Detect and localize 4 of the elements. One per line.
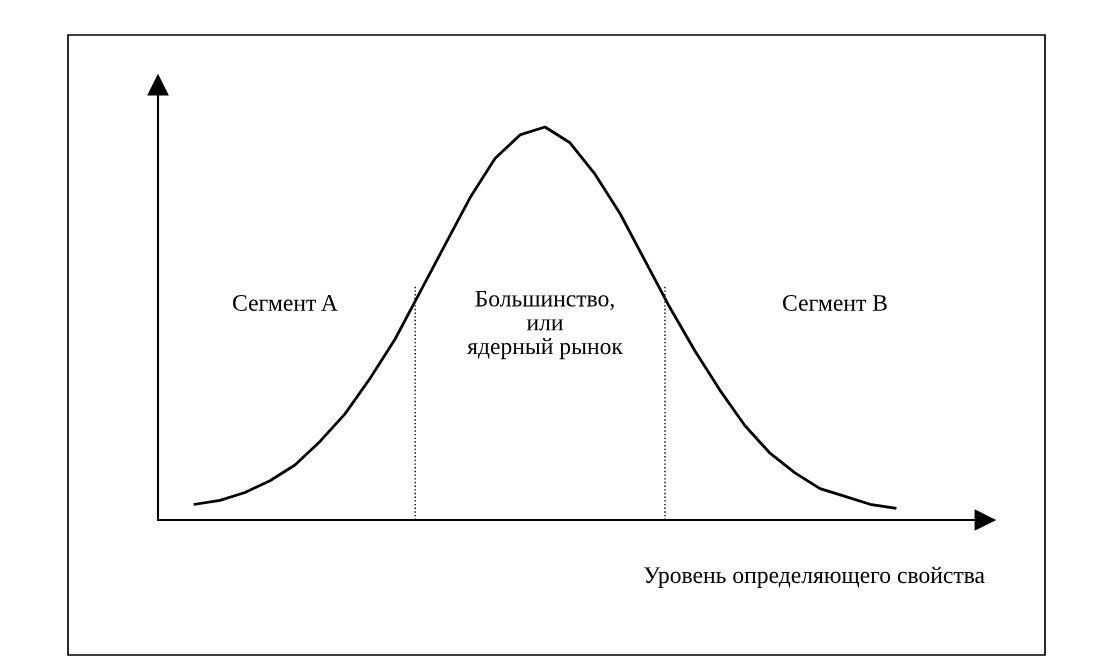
- annotation: Сегмент B: [783, 295, 887, 311]
- annotation: Большинство, или ядерный рынок: [467, 290, 623, 360]
- x-axis-title: Уровень определяющего свойства: [644, 566, 985, 588]
- annotation: Сегмент A: [233, 295, 338, 311]
